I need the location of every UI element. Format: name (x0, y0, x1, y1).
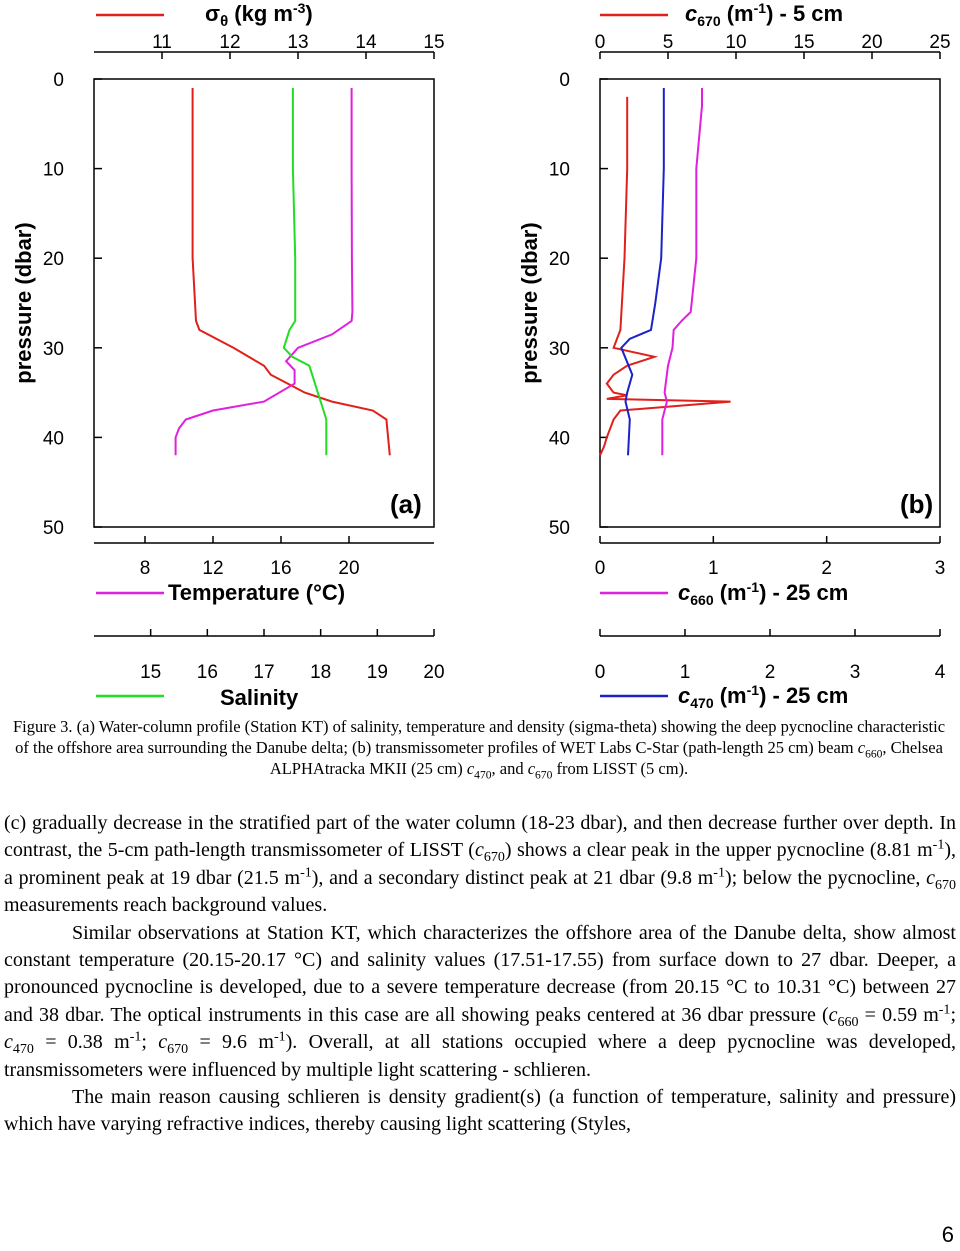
temperature-axis-label: Temperature (°C) (168, 580, 345, 605)
panel-b-label: (b) (900, 489, 933, 519)
panel-a-y-tick-label: 0 (53, 70, 64, 91)
c670-tick-label: 10 (725, 32, 746, 53)
density-axis-ticks: 11 12 13 14 15 (152, 32, 445, 59)
c660-profile-line (661, 88, 703, 456)
c660-tick-label: 1 (708, 558, 719, 579)
panel-a-y-tick-label: 30 (43, 339, 64, 360)
salinity-axis-ticks: 15 16 17 18 19 20 (140, 629, 445, 683)
temperature-tick-label: 8 (140, 558, 151, 579)
salinity-profile-line (282, 88, 328, 456)
panel-a-y-ticks: 0 10 20 30 40 50 (43, 70, 102, 539)
c670-tick-label: 15 (793, 32, 814, 53)
c670-tick-label: 5 (663, 32, 674, 53)
temperature-tick-label: 16 (270, 558, 291, 579)
c470-axis-ticks: 0 1 2 3 4 (595, 629, 946, 683)
panel-a-plot-frame (93, 78, 435, 528)
c670-tick-label: 0 (595, 32, 606, 53)
page-number: 6 (941, 1222, 954, 1247)
c470-profile-line (620, 88, 665, 456)
c670-axis-label: c670 (m-1) - 5 cm (685, 0, 843, 29)
panel-a-y-axis-label: pressure (dbar) (11, 222, 36, 383)
panel-a-y-tick-label: 20 (43, 249, 64, 270)
density-axis-label: σθ (kg m-3) (205, 0, 313, 30)
salinity-tick-label: 19 (367, 662, 388, 683)
figure-3: σθ (kg m-3) 11 12 13 14 15 pressure (dbar) 0… (11, 0, 951, 711)
salinity-tick-label: 16 (197, 662, 218, 683)
panel-a-label: (a) (390, 489, 422, 519)
c660-tick-label: 0 (595, 558, 606, 579)
c470-tick-label: 0 (595, 662, 606, 683)
panel-b-plot-frame (599, 78, 941, 528)
density-profile-line (191, 88, 391, 456)
c660-axis-ticks: 0 1 2 3 (595, 536, 946, 579)
salinity-axis-label: Salinity (220, 685, 299, 710)
paragraph-3: The main reason causing schlieren is den… (4, 1086, 956, 1136)
c470-tick-label: 2 (765, 662, 776, 683)
salinity-tick-label: 20 (423, 662, 444, 683)
panel-b-y-tick-label: 50 (549, 518, 570, 539)
figure-caption: Figure 3. (a) Water-column profile (Stat… (12, 717, 946, 782)
panel-b: c670 (m-1) - 5 cm 0 5 10 15 20 25 pressure (d… (517, 0, 951, 711)
c670-profile-line (599, 96, 731, 456)
panel-b-y-tick-label: 30 (549, 339, 570, 360)
density-tick-label: 13 (287, 32, 308, 53)
c660-axis-label: c660 (m-1) - 25 cm (678, 579, 848, 608)
panel-b-y-tick-label: 10 (549, 160, 570, 181)
paragraph-1: (c) gradually decrease in the stratified… (4, 812, 956, 917)
c470-tick-label: 4 (935, 662, 946, 683)
c670-tick-label: 25 (929, 32, 950, 53)
temperature-axis-ticks: 8 12 16 20 (140, 536, 360, 579)
density-tick-label: 12 (219, 32, 240, 53)
body-text: (c) gradually decrease in the stratified… (4, 810, 956, 1139)
salinity-tick-label: 18 (310, 662, 331, 683)
c660-tick-label: 3 (935, 558, 946, 579)
c670-axis-ticks: 0 5 10 15 20 25 (595, 32, 951, 59)
panel-b-y-ticks: 0 10 20 30 40 50 (549, 70, 608, 539)
density-tick-label: 14 (355, 32, 377, 53)
panel-a-y-tick-label: 10 (43, 160, 64, 181)
temperature-profile-line (174, 88, 354, 456)
c470-tick-label: 1 (680, 662, 691, 683)
salinity-tick-label: 15 (140, 662, 161, 683)
panel-b-y-axis-label: pressure (dbar) (517, 222, 542, 383)
c470-axis-label: c470 (m-1) - 25 cm (678, 682, 848, 711)
panel-b-y-tick-label: 20 (549, 249, 570, 270)
density-tick-label: 11 (152, 32, 172, 53)
panel-a-y-tick-label: 50 (43, 518, 64, 539)
salinity-tick-label: 17 (253, 662, 274, 683)
panel-a: σθ (kg m-3) 11 12 13 14 15 pressure (dbar) 0… (11, 0, 445, 710)
panel-b-y-tick-label: 0 (559, 70, 570, 91)
panel-a-y-tick-label: 40 (43, 428, 64, 449)
temperature-tick-label: 12 (202, 558, 223, 579)
panel-b-y-tick-label: 40 (549, 428, 570, 449)
c470-tick-label: 3 (850, 662, 861, 683)
density-tick-label: 15 (423, 32, 444, 53)
c670-tick-label: 20 (861, 32, 882, 53)
c660-tick-label: 2 (821, 558, 832, 579)
paragraph-2: Similar observations at Station KT, whic… (4, 921, 956, 1081)
temperature-tick-label: 20 (338, 558, 359, 579)
